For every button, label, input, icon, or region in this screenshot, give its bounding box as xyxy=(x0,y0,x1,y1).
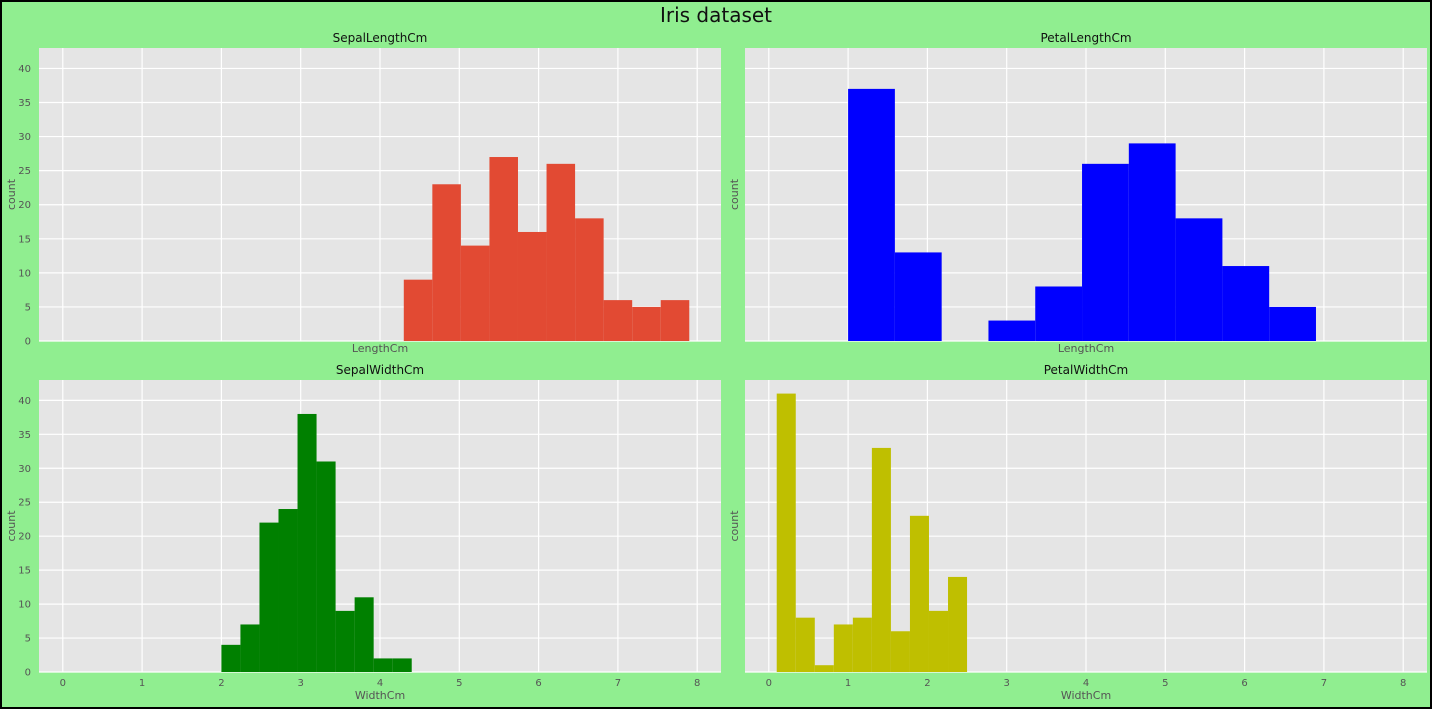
chart-4-bar xyxy=(795,617,815,672)
chart-4-y-axis-label: count xyxy=(728,510,741,542)
chart-1-y-tick-label: 15 xyxy=(18,234,31,245)
chart-3-x-tick-label: 4 xyxy=(377,678,383,689)
chart-1-y-tick-label: 5 xyxy=(25,302,31,313)
chart-3-x-tick-label: 0 xyxy=(60,678,66,689)
chart-1-bar xyxy=(403,279,433,341)
chart-4-bar xyxy=(948,576,968,672)
chart-3-y-tick-label: 5 xyxy=(25,634,31,645)
chart-1-bar xyxy=(432,184,461,341)
chart-4-x-tick-label: 5 xyxy=(1162,678,1168,689)
chart-4-x-axis-label: WidthCm xyxy=(1061,689,1111,702)
chart-3-bar xyxy=(278,509,298,672)
chart-3-y-tick-label: 20 xyxy=(18,532,31,543)
chart-4-x-tick-label: 6 xyxy=(1241,678,1247,689)
chart-3-y-tick-label: 25 xyxy=(18,498,31,509)
chart-4-bar xyxy=(833,624,853,672)
chart-3-bar xyxy=(335,610,355,672)
chart-1-y-tick-label: 30 xyxy=(18,132,31,143)
chart-4-x-tick-label: 0 xyxy=(766,678,772,689)
chart-1-y-tick-label: 20 xyxy=(18,200,31,211)
chart-3-x-tick-label: 2 xyxy=(218,678,224,689)
chart-1-y-tick-label: 10 xyxy=(18,268,31,279)
chart-1-bar xyxy=(489,157,518,341)
chart-2-x-axis-label: LengthCm xyxy=(1058,342,1114,355)
chart-3-y-axis-label: count xyxy=(5,510,18,542)
chart-3-bar xyxy=(259,522,279,672)
chart-4-x-tick-label: 4 xyxy=(1083,678,1089,689)
chart-2-bar xyxy=(894,252,942,341)
chart-3-y-tick-label: 35 xyxy=(18,430,31,441)
chart-3-x-tick-label: 8 xyxy=(694,678,700,689)
chart-3-y-tick-label: 15 xyxy=(18,566,31,577)
chart-4-bar xyxy=(776,393,796,672)
chart-4-bar xyxy=(909,515,929,672)
chart-3-bar xyxy=(373,658,393,672)
chart-1-y-axis-label: count xyxy=(5,178,18,210)
chart-1-y-tick-label: 40 xyxy=(18,64,31,75)
chart-2-bar xyxy=(1222,266,1270,341)
chart-3-y-tick-label: 0 xyxy=(25,668,31,679)
chart-2-title: PetalLengthCm xyxy=(1040,31,1131,45)
chart-3-x-tick-label: 1 xyxy=(139,678,145,689)
chart-1-y-tick-label: 25 xyxy=(18,166,31,177)
chart-4-x-tick-label: 3 xyxy=(1004,678,1010,689)
chart-3-bar xyxy=(221,644,241,672)
chart-3-bar xyxy=(354,597,374,672)
chart-1-y-tick-label: 0 xyxy=(25,337,31,348)
chart-1-bar xyxy=(546,163,576,341)
chart-2-bar xyxy=(1269,306,1316,341)
chart-3-y-tick-label: 40 xyxy=(18,396,31,407)
chart-4-bar xyxy=(871,447,891,672)
chart-1-title: SepalLengthCm xyxy=(333,31,428,45)
chart-1-bar xyxy=(660,300,690,341)
chart-3-x-tick-label: 6 xyxy=(535,678,541,689)
chart-1-bar xyxy=(632,306,661,341)
chart-4-x-tick-label: 8 xyxy=(1400,678,1406,689)
chart-3-title: SepalWidthCm xyxy=(336,363,424,377)
figure-title: Iris dataset xyxy=(659,3,773,27)
chart-4-bar xyxy=(890,631,910,672)
chart-3-x-tick-label: 7 xyxy=(615,678,621,689)
chart-2-bar xyxy=(1128,143,1176,341)
chart-1-x-axis-label: LengthCm xyxy=(352,342,408,355)
chart-4-x-tick-label: 2 xyxy=(924,678,930,689)
chart-1-bar xyxy=(603,300,633,341)
chart-3-bar xyxy=(392,658,412,672)
chart-1-bar xyxy=(517,231,547,341)
chart-1-bar xyxy=(460,245,490,341)
chart-4-title: PetalWidthCm xyxy=(1044,363,1129,377)
chart-3-y-tick-label: 30 xyxy=(18,464,31,475)
chart-3-x-axis-label: WidthCm xyxy=(355,689,405,702)
chart-3-x-tick-label: 3 xyxy=(298,678,304,689)
chart-4-bar xyxy=(928,610,949,672)
chart-2-bar xyxy=(988,320,1036,341)
chart-2-bar xyxy=(848,88,895,341)
chart-4-x-tick-label: 1 xyxy=(845,678,851,689)
chart-2-bar xyxy=(1175,218,1223,341)
chart-3-bar xyxy=(297,413,317,672)
chart-2-y-axis-label: count xyxy=(728,178,741,210)
chart-4-bar xyxy=(814,665,834,672)
chart-2-bar xyxy=(1035,286,1083,341)
chart-3-bar xyxy=(240,624,260,672)
chart-3-y-tick-label: 10 xyxy=(18,600,31,611)
chart-4-bar xyxy=(852,617,872,672)
chart-1-bar xyxy=(575,218,604,341)
chart-4-x-tick-label: 7 xyxy=(1321,678,1327,689)
chart-3-bar xyxy=(316,461,336,672)
chart-2-bar xyxy=(1082,163,1129,341)
chart-3-x-tick-label: 5 xyxy=(456,678,462,689)
chart-1-y-tick-label: 35 xyxy=(18,98,31,109)
